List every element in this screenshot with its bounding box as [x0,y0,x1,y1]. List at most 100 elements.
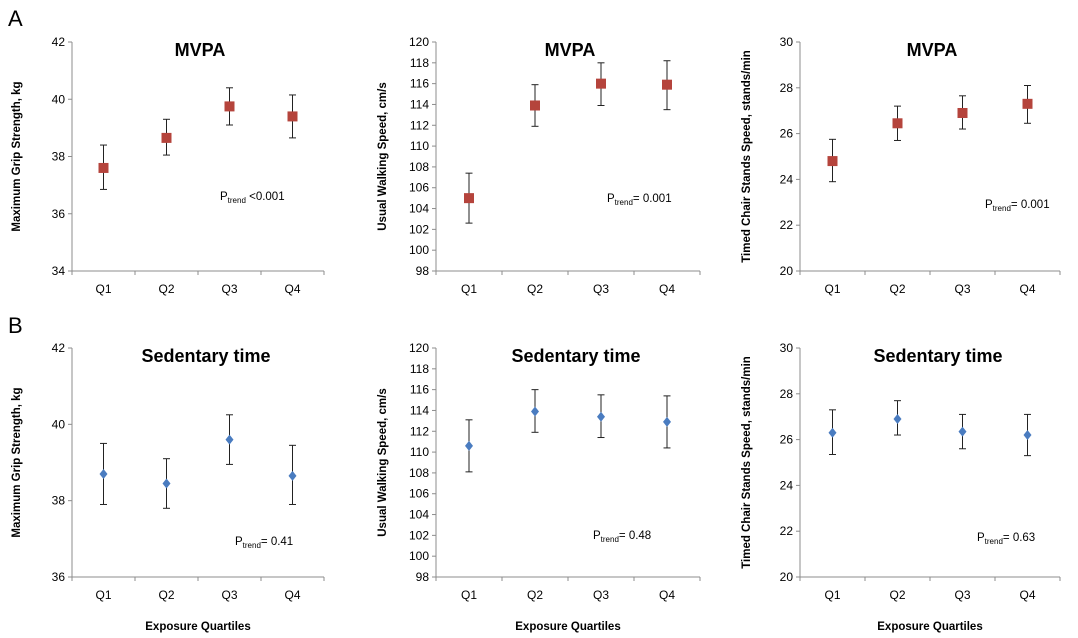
y-tick-label: 22 [780,218,794,232]
panel-label-b: B [8,313,23,338]
x-axis-title: Exposure Quartiles [515,621,620,633]
y-tick-label: 26 [780,127,794,141]
data-point [1023,430,1032,441]
chart-1-2: 20 22 24 26 28 30 Q1 Q2 Q3 Q4 Sedentary time Timed … [741,341,1061,633]
data-point [287,111,298,122]
x-tick-label: Q2 [527,588,543,602]
y-tick-label: 22 [780,524,794,538]
x-tick-label: Q2 [889,282,905,296]
y-tick-label: 30 [780,341,794,355]
x-tick-label: Q4 [1019,282,1035,296]
x-tick-label: Q3 [954,588,970,602]
y-tick-label: 100 [409,549,429,563]
y-tick-label: 42 [52,341,66,355]
p-trend-annotation: Ptrend <0.001 [220,191,285,205]
y-tick-label: 112 [410,118,429,132]
y-tick-label: 116 [410,383,429,397]
y-axis-title: Usual Walking Speed, cm/s [377,388,389,536]
data-point [464,193,474,204]
y-tick-label: 20 [780,570,794,584]
x-tick-label: Q1 [95,588,111,602]
data-point [893,413,902,424]
x-tick-label: Q2 [527,282,543,296]
data-point [597,411,605,422]
y-tick-label: 38 [52,150,66,164]
x-tick-label: Q3 [221,282,237,296]
y-tick-label: 118 [410,362,429,376]
x-tick-label: Q1 [461,282,477,296]
data-point [827,156,838,167]
x-tick-label: Q2 [889,588,905,602]
data-point [162,478,171,489]
p-trend-annotation: Ptrend= 0.001 [985,199,1050,213]
data-point [465,440,473,451]
y-tick-label: 28 [780,387,794,401]
y-tick-label: 98 [416,570,430,584]
chart-1-1: 98 100 102 104 106 108 110 112 114 116 118 120 Q1 Q2 Q… [377,341,701,633]
data-point [596,78,606,89]
data-point [828,427,837,438]
x-tick-label: Q3 [221,588,237,602]
y-tick-label: 110 [410,139,429,153]
y-tick-label: 120 [409,35,429,49]
y-tick-label: 26 [780,433,794,447]
data-point [530,100,540,111]
y-tick-label: 28 [780,81,794,95]
chart-1-0: 36 38 40 42 Q1 Q2 Q3 Q4 Sedentary time Maximum Gr… [11,341,325,633]
data-point [662,79,672,90]
charts-container: 34 36 38 40 42 Q1 Q2 Q3 Q4 MVPA Maximum Grip Stren… [11,35,1061,633]
chart-0-0: 34 36 38 40 42 Q1 Q2 Q3 Q4 MVPA Maximum Grip Stren… [11,35,325,296]
y-tick-label: 36 [52,570,66,584]
chart-title: Sedentary time [141,346,270,366]
y-tick-label: 30 [780,35,794,49]
y-tick-label: 98 [416,264,430,278]
y-tick-label: 102 [409,528,429,542]
x-tick-label: Q4 [1019,588,1035,602]
x-axis-title: Exposure Quartiles [145,621,250,633]
y-tick-label: 24 [780,478,794,492]
y-axis-title: Usual Walking Speed, cm/s [377,82,389,230]
y-tick-label: 100 [409,243,429,257]
y-tick-label: 116 [410,77,429,91]
data-point [225,434,234,445]
y-tick-label: 106 [409,181,429,195]
y-tick-label: 102 [409,222,429,236]
x-tick-label: Q3 [593,588,609,602]
y-axis-title: Timed Chair Stands Speed, stands/min [741,50,753,263]
y-tick-label: 118 [410,56,429,70]
x-axis-title: Exposure Quartiles [877,621,982,633]
y-tick-label: 114 [410,97,429,111]
x-tick-label: Q1 [824,282,840,296]
chart-title: MVPA [175,40,226,60]
y-tick-label: 104 [409,508,429,522]
chart-title: MVPA [545,40,596,60]
x-tick-label: Q2 [158,588,174,602]
x-tick-label: Q4 [659,588,675,602]
data-point [99,468,108,479]
y-tick-label: 38 [52,494,66,508]
data-point [957,107,968,118]
y-tick-label: 42 [52,35,66,49]
y-tick-label: 106 [409,487,429,501]
chart-title: MVPA [907,40,958,60]
data-point [531,406,539,417]
chart-title: Sedentary time [511,346,640,366]
p-trend-annotation: Ptrend= 0.41 [235,536,293,550]
x-tick-label: Q3 [593,282,609,296]
data-point [98,162,109,173]
y-tick-label: 120 [409,341,429,355]
y-tick-label: 20 [780,264,794,278]
x-tick-label: Q1 [461,588,477,602]
x-tick-label: Q4 [284,588,300,602]
y-tick-label: 110 [410,445,429,459]
y-axis-title: Timed Chair Stands Speed, stands/min [741,356,753,569]
chart-0-2: 20 22 24 26 28 30 Q1 Q2 Q3 Q4 MVPA Timed Chair Stan… [741,35,1061,296]
y-axis-title: Maximum Grip Strength, kg [11,81,23,231]
y-tick-label: 104 [409,202,429,216]
x-tick-label: Q1 [824,588,840,602]
x-tick-label: Q3 [954,282,970,296]
y-tick-label: 40 [52,92,66,106]
x-tick-label: Q4 [284,282,300,296]
x-tick-label: Q1 [95,282,111,296]
